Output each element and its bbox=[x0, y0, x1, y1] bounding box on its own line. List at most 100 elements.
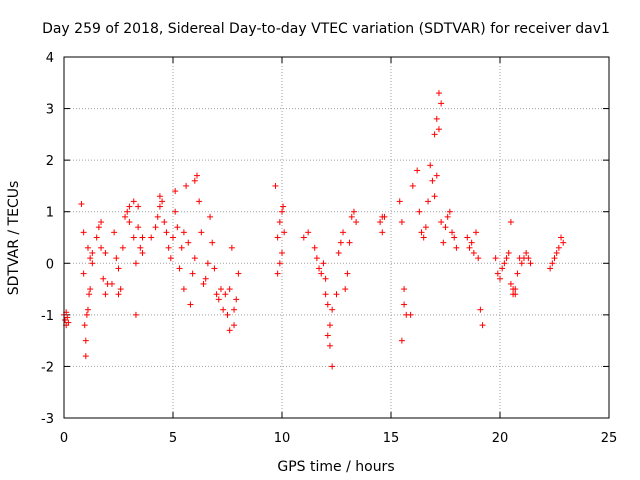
data-point bbox=[233, 296, 240, 303]
y-tick-label: 0 bbox=[46, 257, 54, 272]
data-point bbox=[119, 244, 126, 251]
data-point bbox=[86, 291, 93, 298]
data-point bbox=[180, 286, 187, 293]
data-point bbox=[503, 255, 510, 262]
data-point bbox=[211, 265, 218, 272]
data-point bbox=[342, 286, 349, 293]
data-point bbox=[204, 260, 211, 267]
data-point bbox=[492, 255, 499, 262]
ticks bbox=[63, 56, 610, 419]
data-point bbox=[320, 260, 327, 267]
data-point bbox=[322, 291, 329, 298]
data-point bbox=[167, 255, 174, 262]
data-point bbox=[202, 275, 209, 282]
data-point bbox=[161, 219, 168, 226]
data-point bbox=[440, 239, 447, 246]
data-point bbox=[353, 219, 360, 226]
data-point bbox=[337, 239, 344, 246]
data-point bbox=[95, 224, 102, 231]
data-point bbox=[313, 255, 320, 262]
data-point bbox=[231, 322, 238, 329]
data-point bbox=[207, 213, 214, 220]
data-point bbox=[220, 306, 227, 313]
data-point bbox=[135, 203, 142, 210]
data-point bbox=[152, 224, 159, 231]
data-point bbox=[272, 182, 279, 189]
data-point bbox=[89, 249, 96, 256]
data-point bbox=[191, 177, 198, 184]
data-point bbox=[130, 234, 137, 241]
y-tick-label: -1 bbox=[41, 309, 54, 324]
data-point bbox=[401, 286, 408, 293]
data-point bbox=[453, 244, 460, 251]
data-point bbox=[333, 291, 340, 298]
data-point bbox=[398, 337, 405, 344]
data-point bbox=[78, 200, 85, 207]
data-point bbox=[305, 229, 312, 236]
plot-frame bbox=[63, 56, 610, 419]
data-point bbox=[132, 260, 139, 267]
data-point bbox=[209, 239, 216, 246]
data-point bbox=[553, 249, 560, 256]
data-point bbox=[80, 229, 87, 236]
data-point bbox=[139, 249, 146, 256]
data-point bbox=[479, 322, 486, 329]
data-point bbox=[558, 234, 565, 241]
data-point bbox=[438, 100, 445, 107]
data-point bbox=[497, 275, 503, 282]
data-point bbox=[427, 162, 434, 169]
data-point bbox=[433, 172, 440, 179]
data-point bbox=[401, 301, 408, 308]
data-point bbox=[435, 126, 442, 133]
data-point bbox=[198, 229, 205, 236]
data-point bbox=[113, 255, 120, 262]
data-point bbox=[126, 203, 133, 210]
data-point bbox=[156, 203, 163, 210]
data-point bbox=[137, 244, 144, 251]
data-point bbox=[115, 265, 122, 272]
data-point bbox=[409, 182, 416, 189]
data-point bbox=[139, 234, 146, 241]
data-point bbox=[89, 260, 96, 267]
data-point bbox=[93, 234, 100, 241]
x-tick-label: 5 bbox=[169, 431, 177, 446]
data-point bbox=[420, 234, 427, 241]
data-point bbox=[180, 229, 187, 236]
data-point bbox=[84, 306, 91, 313]
chart-title: Day 259 of 2018, Sidereal Day-to-day VTE… bbox=[42, 21, 610, 37]
data-point bbox=[124, 208, 131, 215]
data-point bbox=[172, 208, 179, 215]
data-point bbox=[172, 188, 179, 195]
data-point bbox=[518, 260, 525, 267]
data-point bbox=[274, 234, 281, 241]
data-point bbox=[418, 229, 425, 236]
data-point bbox=[468, 239, 475, 246]
data-point bbox=[148, 234, 155, 241]
data-point bbox=[280, 203, 287, 210]
data-point bbox=[178, 244, 185, 251]
data-point bbox=[100, 275, 107, 282]
data-point bbox=[224, 311, 231, 318]
data-point bbox=[499, 265, 506, 272]
data-point bbox=[170, 234, 176, 241]
data-point bbox=[196, 198, 203, 205]
data-point bbox=[446, 208, 453, 215]
data-point bbox=[414, 167, 421, 174]
data-point bbox=[163, 229, 170, 236]
data-point bbox=[501, 260, 508, 267]
data-point bbox=[80, 270, 87, 277]
data-point bbox=[228, 244, 235, 251]
data-point bbox=[108, 280, 115, 287]
data-point bbox=[117, 286, 124, 293]
data-point bbox=[191, 255, 198, 262]
y-tick-label: 2 bbox=[46, 154, 54, 169]
data-point bbox=[477, 306, 484, 313]
data-point bbox=[200, 280, 207, 287]
x-tick-label: 0 bbox=[60, 431, 68, 446]
data-point bbox=[154, 213, 161, 220]
data-point bbox=[87, 286, 94, 293]
data-point bbox=[551, 255, 558, 262]
data-point bbox=[350, 208, 357, 215]
data-point bbox=[555, 244, 562, 251]
data-point bbox=[329, 363, 336, 370]
